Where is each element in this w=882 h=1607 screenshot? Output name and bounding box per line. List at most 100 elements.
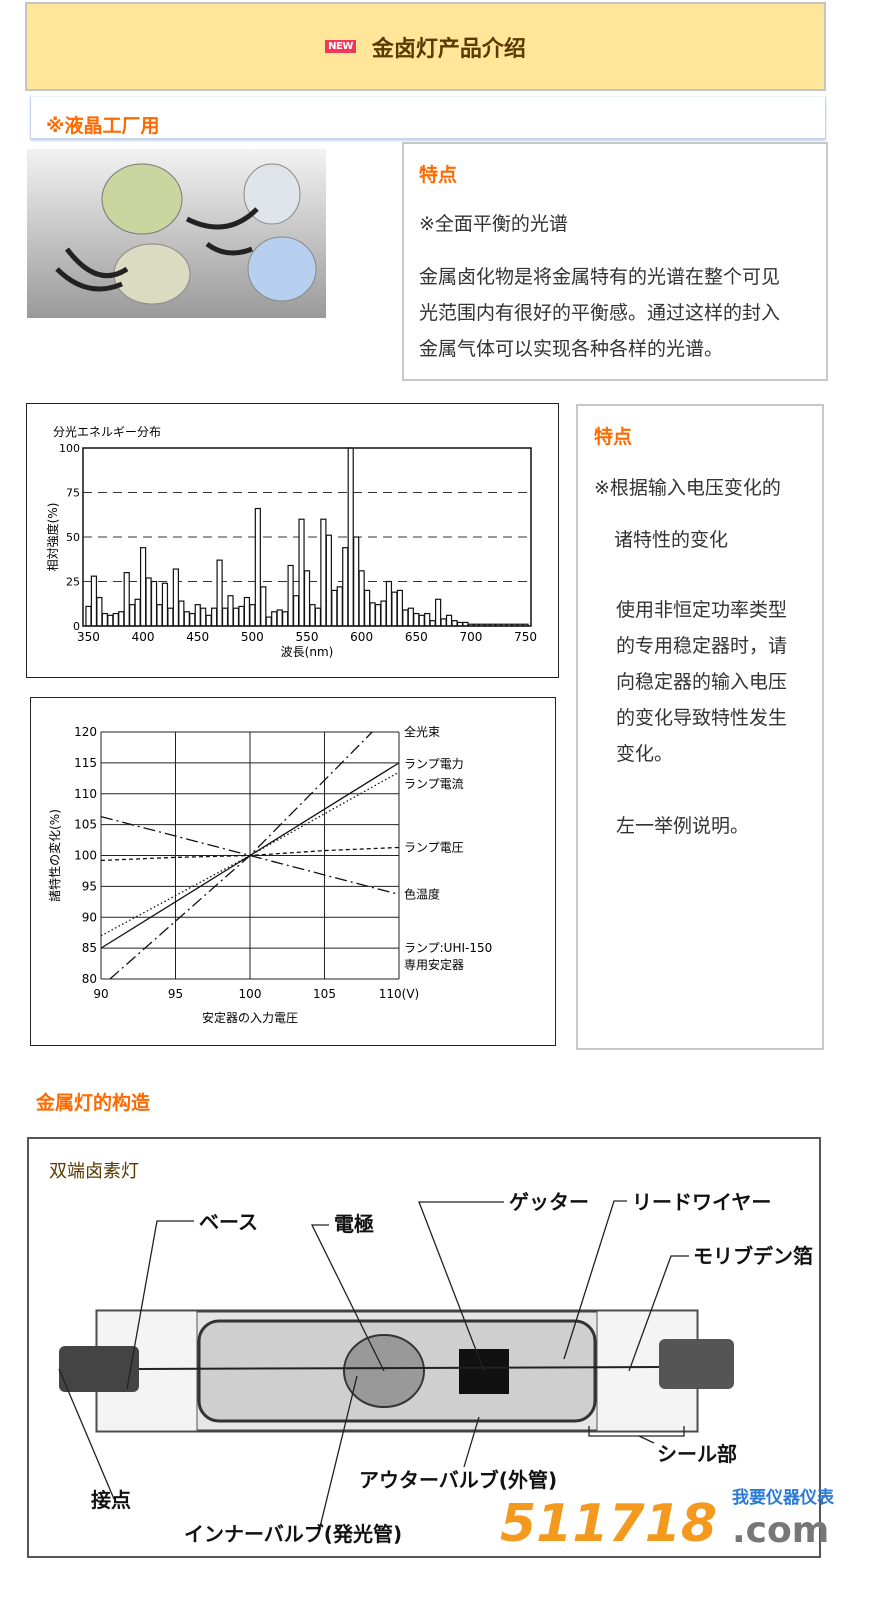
feature-text-line: 向稳定器的输入电压 (616, 671, 788, 693)
chart-title: 分光エネルギー分布 (53, 425, 161, 439)
x-tick-label: 500 (241, 630, 264, 644)
spectrum-bar (391, 591, 398, 627)
spectrum-bar (129, 604, 136, 627)
spectrum-bar (314, 607, 322, 627)
structure-title: 金属灯的构造 (36, 1092, 151, 1114)
x-tick-label: 650 (405, 630, 428, 644)
spectrum-bar (451, 620, 458, 627)
spectrum-bar (200, 607, 207, 627)
lamp-illustration (59, 1309, 734, 1433)
spectrum-bar (369, 602, 376, 627)
new-badge: NEW (325, 40, 356, 53)
spectrum-bar (260, 586, 267, 627)
plot-frame (82, 447, 532, 627)
label-lead-wire: リードワイヤー (632, 1190, 771, 1214)
spectrum-bar (331, 589, 338, 627)
page-header: NEW 金卤灯产品介绍 (25, 2, 826, 91)
spectrum-bar (358, 570, 365, 627)
x-tick-label: 105 (313, 987, 336, 1001)
spectrum-bar (287, 564, 294, 627)
series-line (100, 846, 400, 862)
spectrum-bar (156, 604, 163, 627)
label-electrode: 電極 (334, 1212, 374, 1236)
spectrum-bar (309, 604, 316, 627)
chart-note: ランプ:UHI-150 (404, 941, 492, 955)
feature-text-line: 的专用稳定器时，请 (616, 635, 788, 657)
spectrum-bar (227, 595, 234, 627)
spectrum-bar (101, 612, 108, 627)
spectrum-bar (189, 612, 196, 627)
spectrum-bar (374, 604, 382, 627)
spectrum-bar (445, 614, 453, 627)
x-tick-label: 750 (514, 630, 537, 644)
feature-box-voltage: 特点 ※根据输入电压变化的 诸特性的变化 使用非恒定功率类型 的专用稳定器时，请… (576, 404, 824, 1050)
spectrum-bar (107, 614, 114, 627)
spectrum-bar (221, 607, 229, 627)
spectrum-bar (85, 605, 92, 627)
x-tick-label: 95 (168, 987, 183, 1001)
spectrum-bar (435, 598, 442, 627)
y-tick-label: 25 (66, 576, 80, 589)
spectrum-bar (320, 518, 327, 627)
spectrum-bar (424, 612, 431, 627)
feature-subtitle: ※根据输入电压变化的 (594, 477, 781, 499)
spectrum-bar (238, 605, 245, 627)
feature-subtitle: 诸特性的变化 (614, 529, 729, 551)
spectrum-bar (205, 614, 212, 627)
watermark-logo: 511718 我要仪器仪表 .com (500, 1488, 840, 1558)
series-label: ランプ電力 (404, 757, 464, 771)
spectrum-bar (347, 447, 354, 627)
spectrum-bar (161, 582, 169, 627)
spectrum-bar (342, 547, 349, 627)
spectrum-bar (183, 611, 190, 627)
spectrum-bar (96, 596, 103, 627)
section-title: ※液晶工厂用 (46, 115, 160, 137)
series-label: 色温度 (404, 886, 440, 901)
feature-heading: 特点 (594, 426, 633, 448)
feature-text-line: 使用非恒定功率类型 (616, 599, 788, 621)
spectrum-bar (254, 507, 261, 627)
spectrum-bar (167, 607, 174, 627)
feature-text-line: 的变化导致特性发生 (616, 707, 788, 729)
x-tick-label: 450 (186, 630, 209, 644)
spectrum-bar (194, 604, 201, 627)
spectrum-bar (292, 595, 300, 627)
y-tick-label: 120 (74, 725, 97, 739)
feature-text-line: 变化。 (616, 743, 674, 765)
spectrum-bar (178, 600, 185, 627)
spectrum-bar (112, 612, 119, 627)
spectrum-bar (271, 611, 278, 627)
y-tick-label: 90 (82, 910, 97, 924)
y-axis-label: 相対強度(%) (45, 503, 60, 572)
series-line (100, 815, 400, 896)
spectrum-bar (118, 611, 125, 627)
y-tick-label: 75 (66, 487, 80, 500)
spectrum-bar (440, 618, 447, 627)
feature-heading: 特点 (419, 164, 458, 186)
spectrum-bar (353, 536, 360, 627)
diagram-title: 双端卤素灯 (49, 1161, 139, 1182)
feature-note: 左一举例说明。 (616, 815, 750, 837)
feature-box-spectrum: 特点 ※全面平衡的光谱 金属卤化物是将金属特有的光谱在整个可见 光范围内有很好的… (402, 142, 828, 381)
x-tick-label: 600 (350, 630, 373, 644)
spectrum-bar (336, 586, 343, 627)
x-tick-label: 90 (93, 987, 108, 1001)
voltage-characteristics-chart: 80 85 90 95 100 105 110 115 120 90 95 100 105 110(V) 全… (30, 697, 556, 1046)
spectrum-bar (325, 534, 332, 627)
spectrum-bar (413, 612, 420, 627)
spectrum-bar (243, 596, 251, 627)
y-tick-label: 115 (74, 756, 97, 770)
label-molybdenum-foil: モリブデン箔 (693, 1244, 813, 1268)
series-label: 全光束 (404, 724, 440, 739)
x-tick-label: 110(V) (379, 987, 419, 1001)
y-tick-label: 80 (82, 972, 97, 986)
x-axis-label: 波長(nm) (281, 645, 334, 659)
y-tick-label: 105 (74, 818, 97, 832)
spectrum-bar (90, 575, 98, 627)
x-axis-label: 安定器の入力電圧 (202, 1010, 298, 1025)
spectrum-bar (265, 616, 272, 627)
series-label: ランプ電流 (404, 777, 464, 791)
spectrum-bar (303, 570, 311, 627)
y-tick-label: 100 (74, 849, 97, 863)
feature-subtitle: ※全面平衡的光谱 (419, 213, 568, 235)
